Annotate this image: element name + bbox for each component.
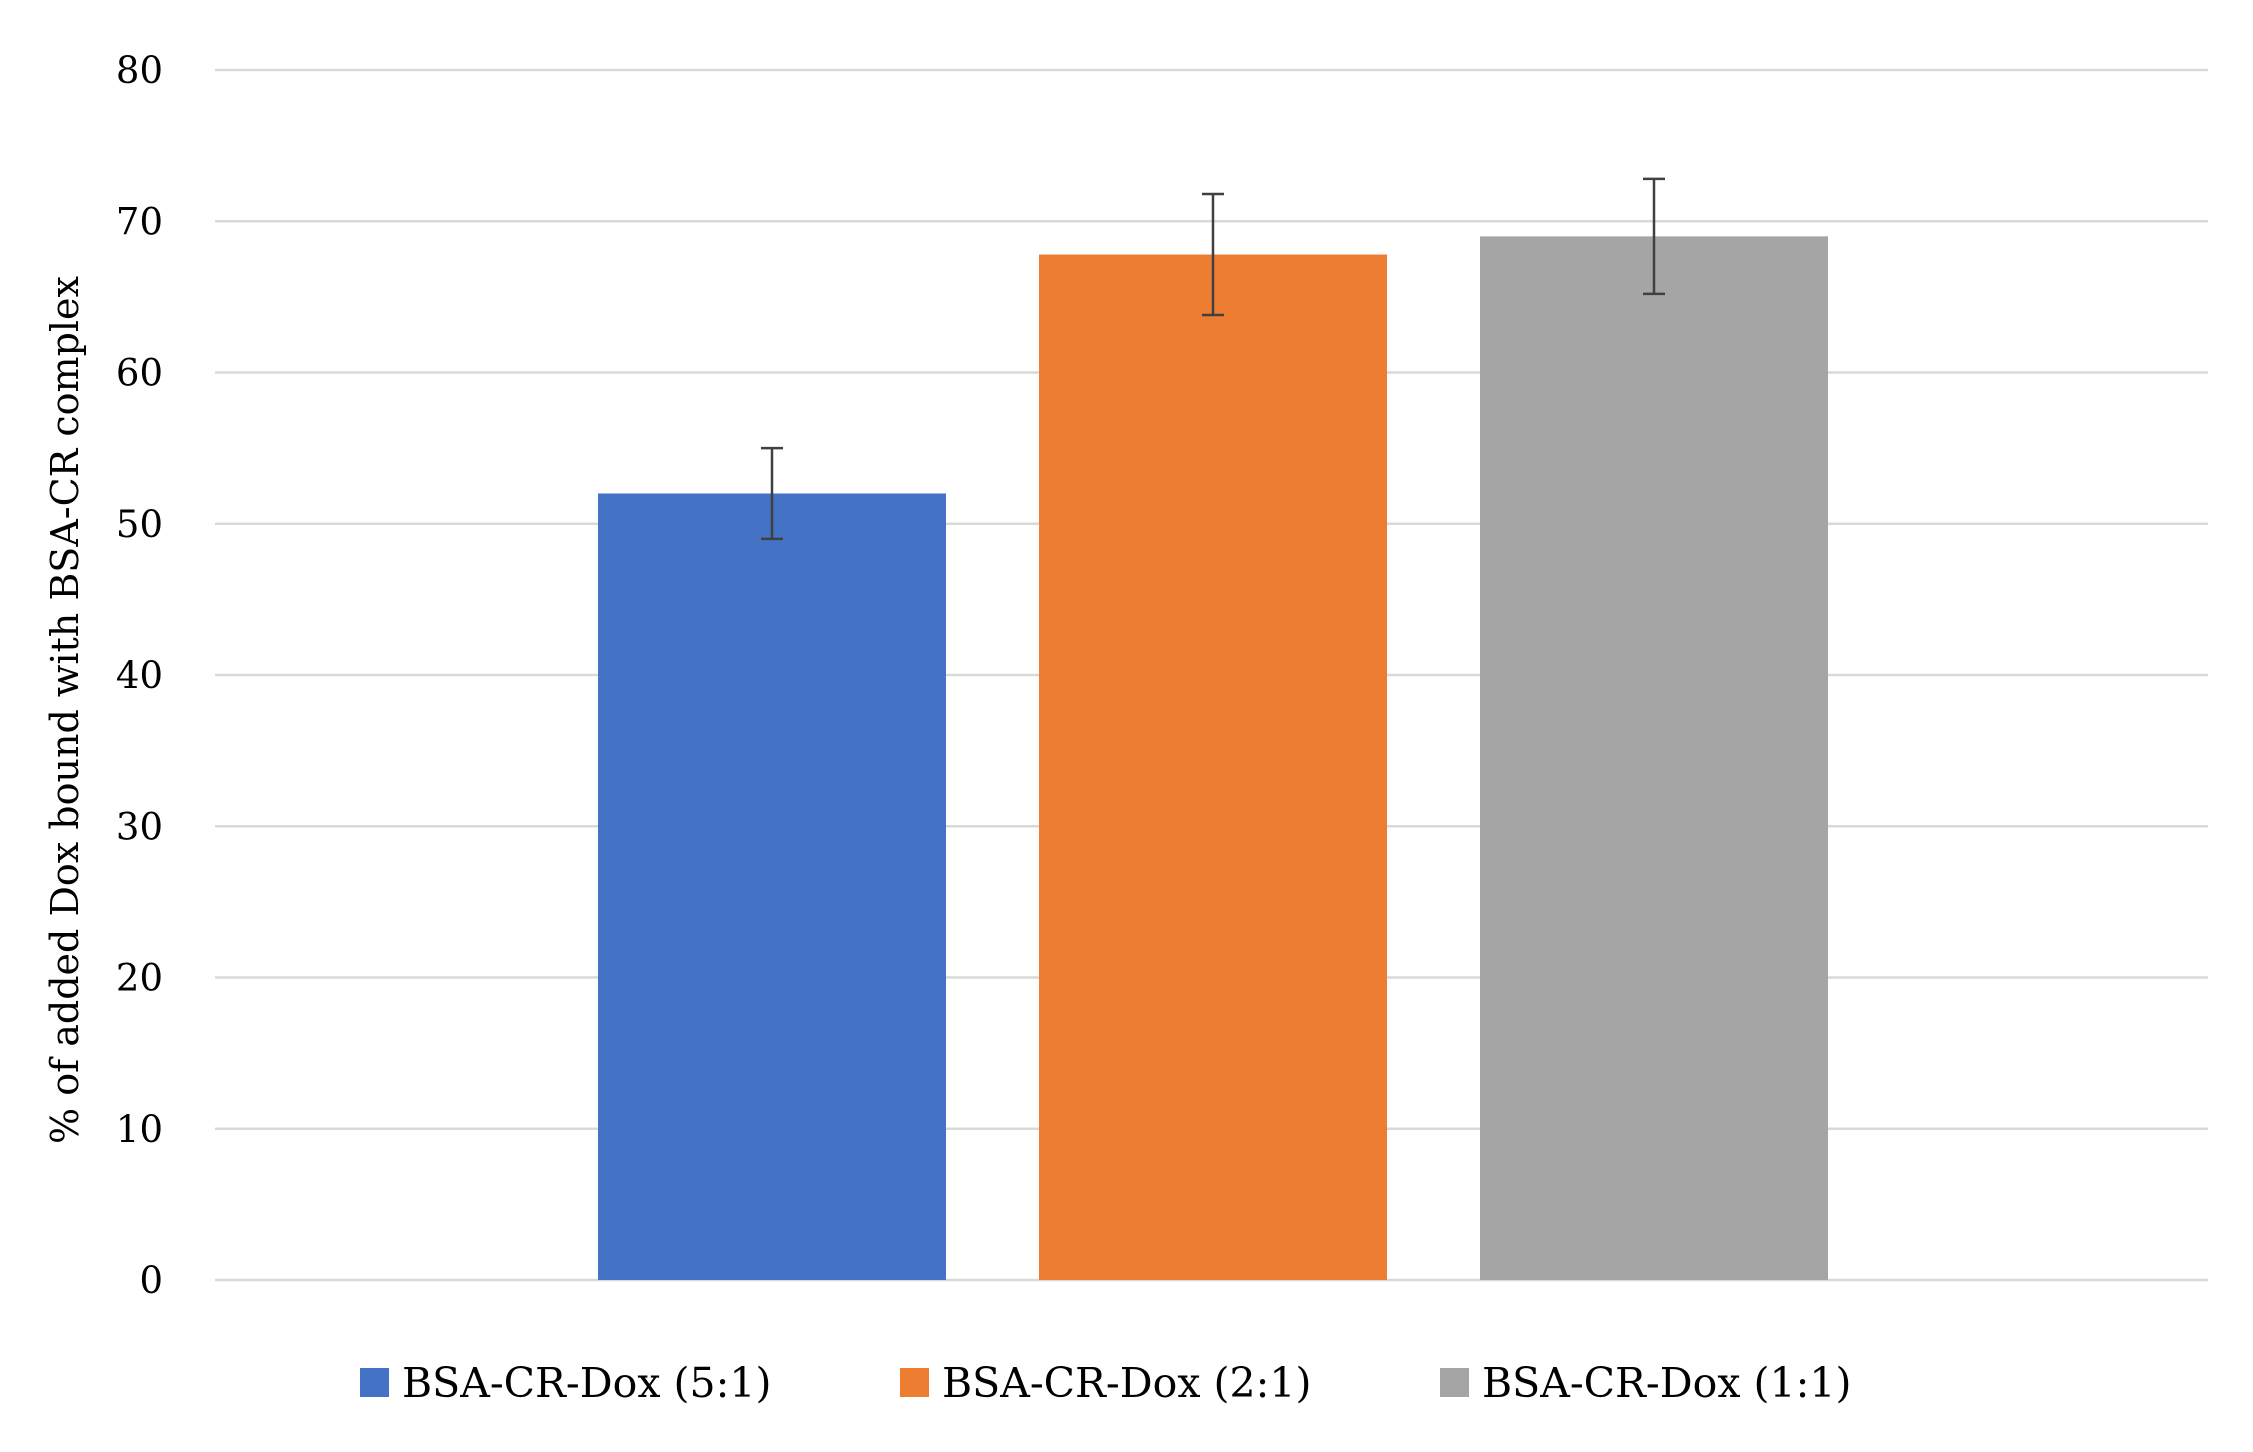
error-bar-1	[761, 446, 783, 541]
legend: BSA-CR-Dox (5:1) BSA-CR-Dox (2:1) BSA-CR-D…	[360, 1359, 1851, 1407]
bar-3	[1480, 236, 1828, 1280]
y-tick-label: 60	[116, 352, 163, 395]
error-bar-2	[1202, 192, 1224, 317]
y-tick-label: 70	[116, 200, 163, 243]
y-tick-label: 20	[116, 957, 163, 1000]
y-tick-label: 30	[116, 805, 163, 848]
y-tick-label: 50	[116, 503, 163, 546]
bar-2	[1039, 254, 1387, 1280]
legend-swatch	[900, 1368, 929, 1397]
legend-swatch	[360, 1368, 389, 1397]
y-tick-label: 40	[116, 654, 163, 697]
bar-1	[598, 493, 946, 1280]
bars	[598, 236, 1828, 1280]
legend-item-2: BSA-CR-Dox (2:1)	[900, 1359, 1311, 1407]
error-bars	[761, 177, 1665, 541]
legend-item-1: BSA-CR-Dox (5:1)	[360, 1359, 771, 1407]
legend-item-3: BSA-CR-Dox (1:1)	[1440, 1359, 1851, 1407]
y-tick-label: 10	[116, 1108, 163, 1151]
legend-label: BSA-CR-Dox (1:1)	[1482, 1359, 1851, 1407]
legend-label: BSA-CR-Dox (2:1)	[942, 1359, 1311, 1407]
legend-label: BSA-CR-Dox (5:1)	[402, 1359, 771, 1407]
error-bar-3	[1643, 177, 1665, 296]
legend-swatch	[1440, 1368, 1469, 1397]
y-tick-label: 80	[116, 49, 163, 92]
y-tick-label: 0	[139, 1259, 163, 1302]
y-axis-ticks: 0 10 20 30 40 50 60 70 80	[116, 49, 163, 1302]
y-axis-title: % of added Dox bound with BSA-CR complex	[43, 276, 87, 1144]
